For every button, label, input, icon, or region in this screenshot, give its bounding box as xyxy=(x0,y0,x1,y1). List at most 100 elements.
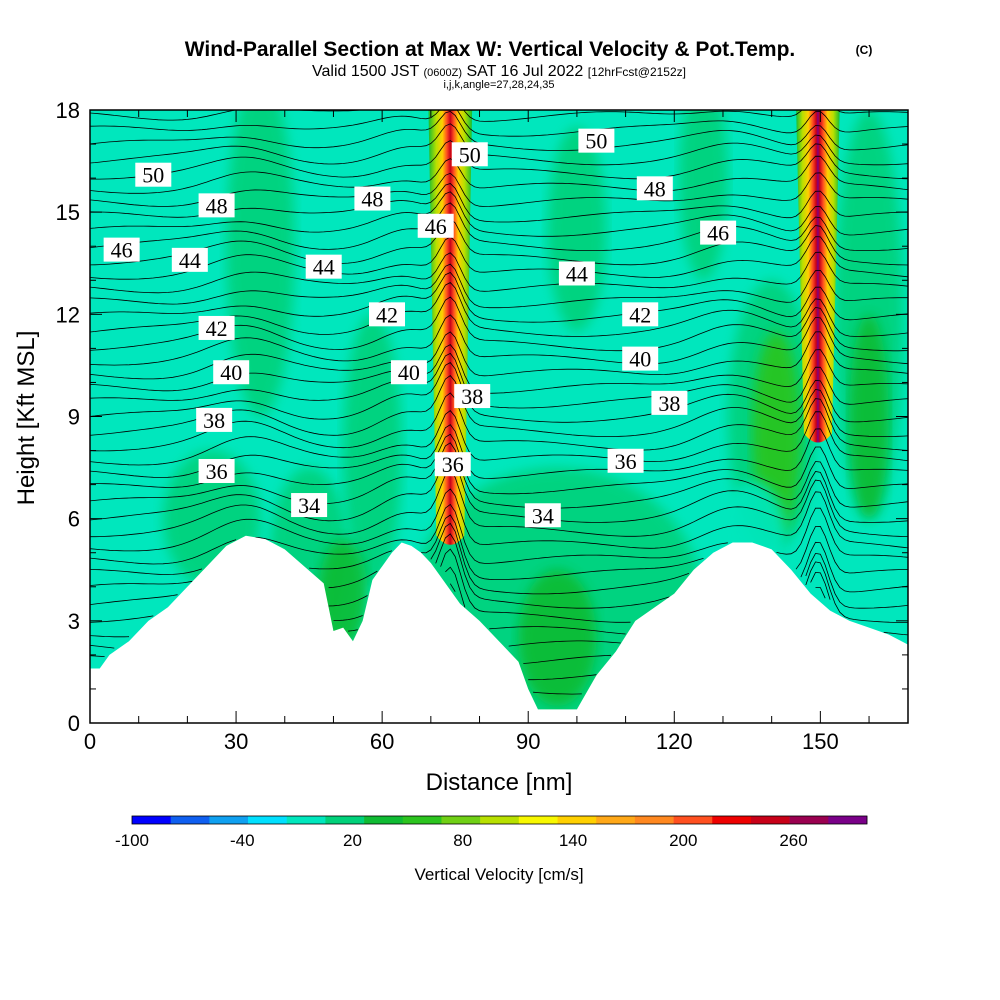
theta-contour-line xyxy=(90,251,908,294)
theta-label-text: 50 xyxy=(142,163,164,188)
theta-contour-line xyxy=(90,503,908,565)
theta-contour-line xyxy=(90,654,612,664)
theta-label-box xyxy=(196,407,233,432)
theta-label-text: 38 xyxy=(658,391,680,416)
theta-label-text: 40 xyxy=(220,360,242,385)
theta-label: 36 xyxy=(607,448,644,474)
theta-label: 44 xyxy=(558,261,595,286)
colorbar-tick-label: 20 xyxy=(343,831,362,850)
colorbar-tick-label: 80 xyxy=(453,831,472,850)
theta-label: 48 xyxy=(198,193,235,218)
theta-label-text: 42 xyxy=(376,302,398,327)
colorbar-tick-label: 260 xyxy=(779,831,807,850)
theta-label-text: 48 xyxy=(206,193,228,218)
theta-label-text: 46 xyxy=(111,238,133,263)
theta-label-box xyxy=(390,360,427,385)
y-tick-label: 3 xyxy=(68,609,80,634)
theta-label-text: 50 xyxy=(585,129,607,154)
theta-label-box xyxy=(700,220,737,245)
theta-contour-line xyxy=(533,691,582,695)
colorbar-swatch xyxy=(518,816,558,824)
theta-label-box xyxy=(103,237,140,262)
theta-label: 40 xyxy=(213,360,250,385)
theta-contour-line xyxy=(528,674,597,681)
colorbar-swatch xyxy=(325,816,365,824)
theta-label-text: 48 xyxy=(361,187,383,212)
theta-label-box xyxy=(354,186,391,211)
theta-label-box xyxy=(454,384,491,409)
theta-contour-line xyxy=(90,123,908,166)
theta-contour-line xyxy=(90,453,908,523)
x-tick-label: 120 xyxy=(656,729,693,754)
colorbar-swatch xyxy=(402,816,442,824)
chart-subtitle: Valid 1500 JST (0600Z) SAT 16 Jul 2022 [… xyxy=(312,63,686,80)
copyright-mark: (C) xyxy=(856,43,873,57)
theta-label-box xyxy=(558,261,595,286)
y-tick-label: 9 xyxy=(68,405,80,430)
x-tick-label: 150 xyxy=(802,729,839,754)
theta-contour-line xyxy=(90,331,908,380)
colorbar-swatch xyxy=(789,816,829,824)
theta-label-text: 34 xyxy=(298,493,320,518)
theta-contour-line xyxy=(90,488,908,552)
theta-label-box xyxy=(622,346,659,371)
theta-label: 42 xyxy=(369,302,406,327)
theta-label-box xyxy=(417,213,454,238)
theta-contours xyxy=(90,110,908,695)
utc-time: (0600Z) xyxy=(423,67,462,79)
colorbar-tick-label: -100 xyxy=(115,831,149,850)
colorbar-label: Vertical Velocity [cm/s] xyxy=(414,865,583,884)
theta-label-box xyxy=(434,452,471,477)
theta-contour-line xyxy=(90,533,908,609)
theta-contour-line xyxy=(90,218,908,266)
colorbar-swatch xyxy=(557,816,597,824)
theta-label: 50 xyxy=(451,142,488,167)
y-tick-label: 6 xyxy=(68,507,80,532)
theta-contour-line xyxy=(90,548,908,623)
theta-label-box xyxy=(578,128,615,153)
colorbar-swatch xyxy=(712,816,752,824)
theta-contour-line xyxy=(90,202,908,251)
theta-contour-line xyxy=(90,470,908,538)
x-tick-label: 0 xyxy=(84,729,96,754)
theta-label-box xyxy=(198,315,235,340)
x-tick-label: 30 xyxy=(224,729,248,754)
theta-label: 36 xyxy=(434,452,471,477)
theta-label-box xyxy=(135,162,172,187)
theta-label: 50 xyxy=(578,128,615,154)
y-tick-label: 18 xyxy=(56,98,80,123)
colorbar-swatch xyxy=(132,816,171,824)
theta-label-text: 44 xyxy=(566,261,588,286)
x-axis-label: Distance [nm] xyxy=(426,769,573,796)
theta-label: 50 xyxy=(135,162,172,188)
terrain xyxy=(90,535,908,723)
theta-label-text: 48 xyxy=(644,176,666,201)
theta-contour-line xyxy=(90,361,908,423)
theta-label-box xyxy=(607,448,644,473)
colorbar-swatch xyxy=(828,816,868,824)
field-region-12 xyxy=(518,569,597,706)
valid-time: Valid 1500 JST xyxy=(312,63,420,80)
theta-label-text: 38 xyxy=(203,408,225,433)
theta-contour-line xyxy=(90,410,908,466)
theta-contour-line xyxy=(90,140,908,180)
theta-label-text: 36 xyxy=(615,449,637,474)
theta-label-box xyxy=(213,360,250,385)
theta-label-box xyxy=(451,142,488,167)
theta-label: 46 xyxy=(700,220,737,246)
theta-label-text: 36 xyxy=(442,452,464,477)
y-tick-label: 0 xyxy=(68,711,80,736)
theta-label-box xyxy=(524,503,561,528)
theta-label-box xyxy=(291,493,328,518)
theta-label-text: 40 xyxy=(629,347,651,372)
x-axis: 0 30 60 90 120 150 xyxy=(84,110,870,754)
theta-label: 36 xyxy=(198,458,235,484)
theta-contour-line xyxy=(90,110,908,151)
x-tick-label: 60 xyxy=(370,729,394,754)
theta-label-text: 42 xyxy=(206,316,228,341)
y-axis-label: Height [Kft MSL] xyxy=(13,331,40,506)
valid-date: SAT 16 Jul 2022 xyxy=(466,63,583,80)
theta-label-text: 34 xyxy=(532,503,554,528)
theta-label: 38 xyxy=(651,390,688,416)
